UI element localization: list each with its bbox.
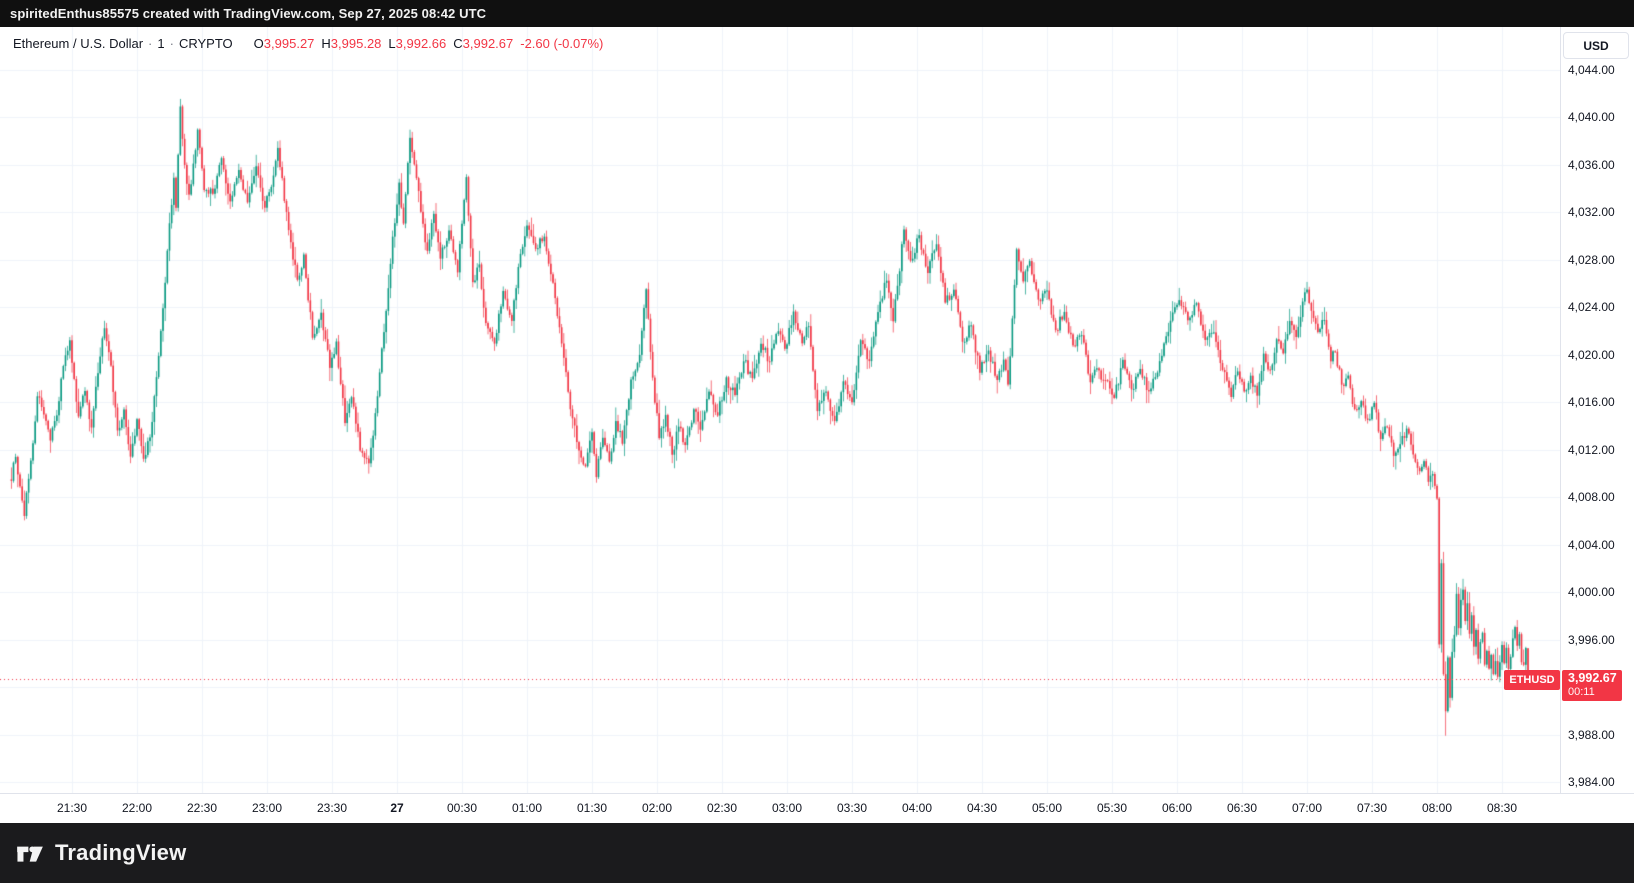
time-tick-label: 22:30 [186, 801, 218, 815]
symbol-legend: Ethereum / U.S. Dollar · 1 · CRYPTO O 3,995.2… [13, 34, 603, 52]
time-tick-label: 04:00 [901, 801, 933, 815]
plot-bottom-divider [0, 793, 1634, 794]
low-label: L [388, 35, 396, 51]
time-tick-label: 22:00 [121, 801, 153, 815]
price-tick-label: 3,996.00 [1568, 632, 1615, 647]
exchange-name: CRYPTO [178, 35, 233, 51]
price-tick-label: 4,024.00 [1568, 300, 1615, 315]
close-label: C [453, 35, 463, 51]
time-tick-label: 07:00 [1292, 801, 1323, 815]
time-tick-label: 04:30 [966, 801, 998, 815]
time-tick-label: 23:30 [316, 801, 348, 815]
close-value: 3,992.67 [462, 35, 514, 51]
symbol-title[interactable]: Ethereum / U.S. Dollar [13, 35, 144, 51]
time-tick-label: 03:00 [771, 801, 803, 815]
last-price-symbol-tag: ETHUSD [1504, 669, 1560, 690]
time-tick-label: 01:00 [511, 801, 543, 815]
price-tick-label: 4,004.00 [1568, 537, 1615, 552]
high-label: H [321, 35, 331, 51]
price-tick-label: 4,012.00 [1568, 442, 1615, 457]
price-tick-label: 4,032.00 [1568, 205, 1615, 220]
open-value: 3,995.27 [263, 35, 315, 51]
time-tick-label: 06:00 [1162, 801, 1193, 815]
price-tick-label: 4,044.00 [1568, 63, 1615, 77]
time-tick-label: 05:30 [1097, 801, 1128, 815]
plot-axis-divider [1560, 27, 1561, 823]
price-tick-label: 4,008.00 [1568, 490, 1615, 505]
time-axis[interactable]: 21:30 22:00 22:30 23:00 23:30 27 00:30 01:00 01:… [0, 794, 1634, 823]
price-tick-label: 4,028.00 [1568, 252, 1615, 267]
time-tick-label: 05:00 [1032, 801, 1063, 815]
time-tick-label: 23:00 [251, 801, 283, 815]
low-value: 3,992.66 [395, 35, 447, 51]
time-tick-label: 06:30 [1227, 801, 1258, 815]
time-tick-label: 00:30 [446, 801, 478, 815]
time-tick-label: 02:30 [706, 801, 738, 815]
attribution-text: spiritedEnthus85575 created with Trading… [10, 6, 487, 21]
chart-area: Ethereum / U.S. Dollar · 1 · CRYPTO O 3,995.2… [0, 27, 1634, 823]
interval-value[interactable]: 1 [157, 35, 165, 51]
time-tick-label: 01:30 [576, 801, 608, 815]
legend-separator: · [148, 35, 153, 51]
tradingview-logo[interactable]: TradingView [15, 838, 186, 868]
time-tick-label: 08:30 [1487, 801, 1518, 815]
time-tick-label: 07:30 [1357, 801, 1388, 815]
legend-separator: · [169, 35, 174, 51]
last-price-label: 3,992.67 00:11 [1562, 669, 1622, 701]
time-tick-label: 21:30 [56, 801, 88, 815]
price-tick-label: 4,036.00 [1568, 157, 1615, 172]
tradingview-logo-icon [15, 838, 45, 868]
price-tick-label: 4,016.00 [1568, 395, 1615, 410]
price-tick-label: 3,988.00 [1568, 727, 1615, 742]
time-tick-label: 03:30 [836, 801, 868, 815]
snapshot-attribution-bar: spiritedEnthus85575 created with Trading… [0, 0, 1634, 27]
tradingview-brand-text: TradingView [55, 840, 187, 865]
candlestick-plot[interactable] [0, 27, 1560, 793]
tradingview-footer-bar: TradingView [0, 823, 1634, 883]
time-tick-label: 02:00 [641, 801, 673, 815]
price-tick-label: 4,020.00 [1568, 347, 1615, 362]
high-value: 3,995.28 [330, 35, 382, 51]
price-tick-label: 4,000.00 [1568, 585, 1615, 600]
ohlc-values: O 3,995.27 H 3,995.28 L 3,992.66 C 3,992.67 … [247, 36, 604, 51]
time-tick-label: 08:00 [1422, 801, 1453, 815]
last-price-value: 3,992.67 [1568, 670, 1617, 685]
price-tick-label: 3,984.00 [1568, 775, 1615, 789]
price-tick-label: 4,040.00 [1568, 110, 1615, 125]
currency-usd-button[interactable]: USD [1563, 32, 1629, 59]
change-value: -2.60 (-0.07%) [520, 35, 604, 51]
price-axis[interactable]: USD 4,044.00 4,040.00 4,036.00 4,032.00 4,02… [1561, 27, 1634, 793]
bar-countdown: 00:11 [1568, 685, 1595, 698]
open-label: O [253, 35, 264, 51]
time-tick-label: 27 [390, 801, 404, 815]
